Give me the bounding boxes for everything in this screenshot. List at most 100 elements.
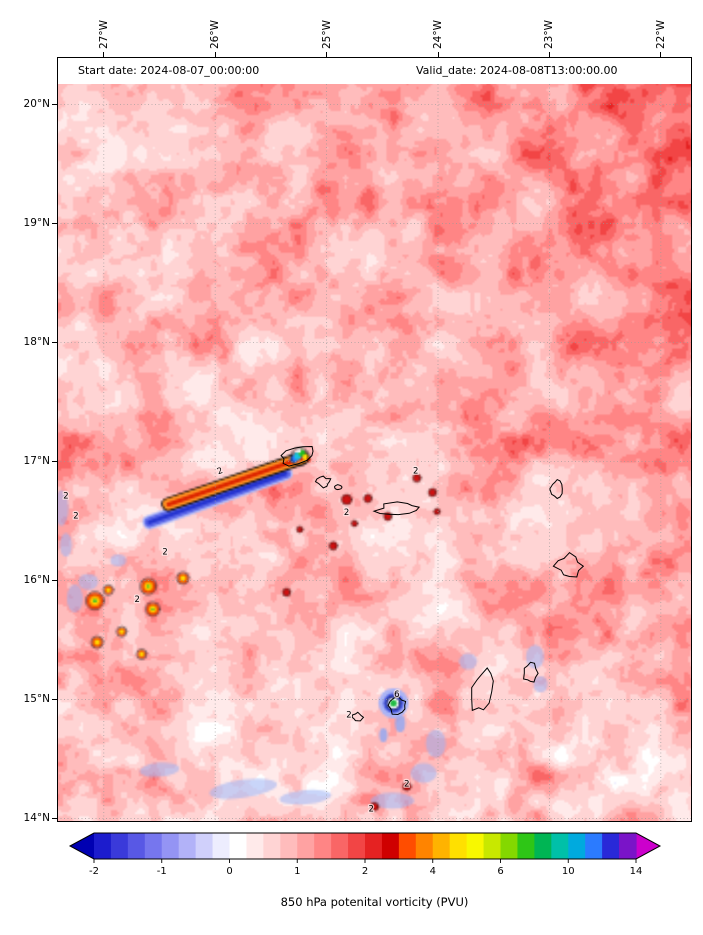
contour-label: 2 (346, 710, 351, 720)
colorbar-segment (331, 833, 349, 859)
y-tick-label: 17°N (23, 455, 50, 467)
colorbar-segment (500, 833, 519, 859)
pv-field-canvas (57, 57, 692, 822)
contour-label: 2 (368, 804, 373, 814)
x-tick-mark (214, 52, 216, 57)
island-coastline (372, 501, 421, 516)
x-tick-text: 23°W (543, 20, 556, 49)
colorbar-segment (449, 833, 468, 859)
colorbar-segment (297, 833, 315, 859)
colorbar-segment (551, 833, 569, 859)
x-tick-label: 24°W (431, 5, 445, 49)
graticule (57, 84, 692, 822)
y-tick-mark (52, 698, 57, 700)
contour-label: 2 (162, 547, 167, 557)
y-tick-mark (52, 104, 57, 106)
y-tick-label: 18°N (23, 336, 50, 349)
contour-label: 2 (73, 512, 78, 522)
x-tick-text: 27°W (97, 20, 110, 49)
contour-labels: 2 2 2 2 2 2 2 2 6 2 2 (62, 465, 420, 816)
x-tick-label: 23°W (542, 5, 556, 49)
colorbar-segment (466, 833, 485, 859)
colorbar-segment (161, 833, 180, 859)
colorbar-segment (619, 833, 637, 859)
y-tick-mark (52, 817, 57, 819)
colorbar-under-arrow (70, 833, 94, 859)
colorbar-segment (144, 833, 163, 859)
island-coastline (552, 551, 585, 578)
colorbar-tick-label: 1 (294, 866, 301, 877)
colorbar-segment (229, 833, 248, 859)
contour-label: 6 (394, 690, 399, 700)
chart-title: 850 hPa potenital vorticity (PVU) (280, 895, 469, 909)
colorbar-segment (127, 833, 146, 859)
x-tick-text: 26°W (209, 20, 222, 49)
colorbar-segment (348, 833, 366, 859)
colorbar-tick-label: 10 (561, 866, 575, 877)
contour-label: 2 (63, 491, 68, 501)
colorbar-segment (534, 833, 552, 859)
colorbar-segment (483, 833, 502, 859)
colorbar-segment (365, 833, 383, 859)
island-coastline (549, 478, 563, 500)
colorbar-segment (415, 833, 434, 859)
contour-label: 2 (413, 466, 418, 476)
island-coastline (334, 484, 343, 491)
colorbar-segment (178, 833, 197, 859)
y-tick-mark (52, 223, 57, 225)
x-tick-mark (103, 52, 105, 57)
contour-label: 2 (404, 779, 409, 789)
y-tick-label: 20°N (23, 98, 50, 111)
contour-label: 2 (344, 508, 349, 518)
colorbar-segment (212, 833, 231, 859)
x-tick-label: 22°W (654, 5, 668, 49)
colorbar-tick-label: 6 (497, 866, 504, 877)
colorbar-segment (246, 833, 264, 859)
island-coastline (351, 711, 365, 722)
x-tick-label: 25°W (320, 5, 334, 49)
y-tick-label: 19°N (23, 217, 50, 230)
x-tick-mark (326, 52, 328, 57)
colorbar-segments (70, 833, 660, 859)
contour-label: 2 (216, 466, 225, 477)
start-date-text: Start date: 2024-08-07_00:00:00 (78, 64, 260, 77)
x-tick-text: 22°W (654, 20, 667, 49)
y-tick-mark (52, 579, 57, 581)
colorbar-tick-label: -1 (156, 866, 167, 877)
colorbar-segment (195, 833, 214, 859)
island-coastline (471, 667, 494, 712)
colorbar-tick-label: 4 (429, 866, 436, 877)
colorbar-tick-label: 2 (361, 866, 369, 877)
island-coastline (314, 475, 332, 489)
colorbar-segment (110, 833, 129, 859)
y-tick-label: 14°N (23, 811, 50, 824)
colorbar-segment (381, 833, 400, 859)
map-overlay: 2 2 2 2 2 2 2 2 6 2 2 (57, 84, 692, 822)
y-tick-mark (52, 342, 57, 344)
colorbar-segment (94, 833, 112, 859)
y-tick-label: 15°N (23, 692, 50, 705)
colorbar-segment (280, 833, 298, 859)
colorbar-segment (263, 833, 281, 859)
y-tick-label: 16°N (23, 573, 50, 586)
island-coastline (523, 661, 539, 683)
colorbar-segment (602, 833, 620, 859)
colorbar-segment (314, 833, 332, 859)
x-tick-text: 24°W (432, 20, 444, 49)
island-coastline (280, 445, 314, 467)
header-strip: Start date: 2024-08-07_00:00:00 Valid_da… (58, 58, 691, 84)
colorbar-tick-label: -2 (89, 866, 99, 877)
x-tick-label: 27°W (97, 5, 111, 49)
x-tick-mark (660, 52, 662, 57)
colorbar-tick-label: 14 (629, 866, 643, 877)
y-tick-mark (52, 461, 57, 462)
x-tick-mark (548, 52, 550, 57)
valid-date-text: Valid_date: 2024-08-08T13:00:00.00 (416, 64, 618, 77)
colorbar-segment (517, 833, 535, 859)
colorbar (68, 832, 662, 863)
coastline-outlines (280, 445, 585, 722)
colorbar-segment (398, 833, 417, 859)
contour-label: 2 (134, 595, 139, 605)
colorbar-segment (585, 833, 603, 859)
